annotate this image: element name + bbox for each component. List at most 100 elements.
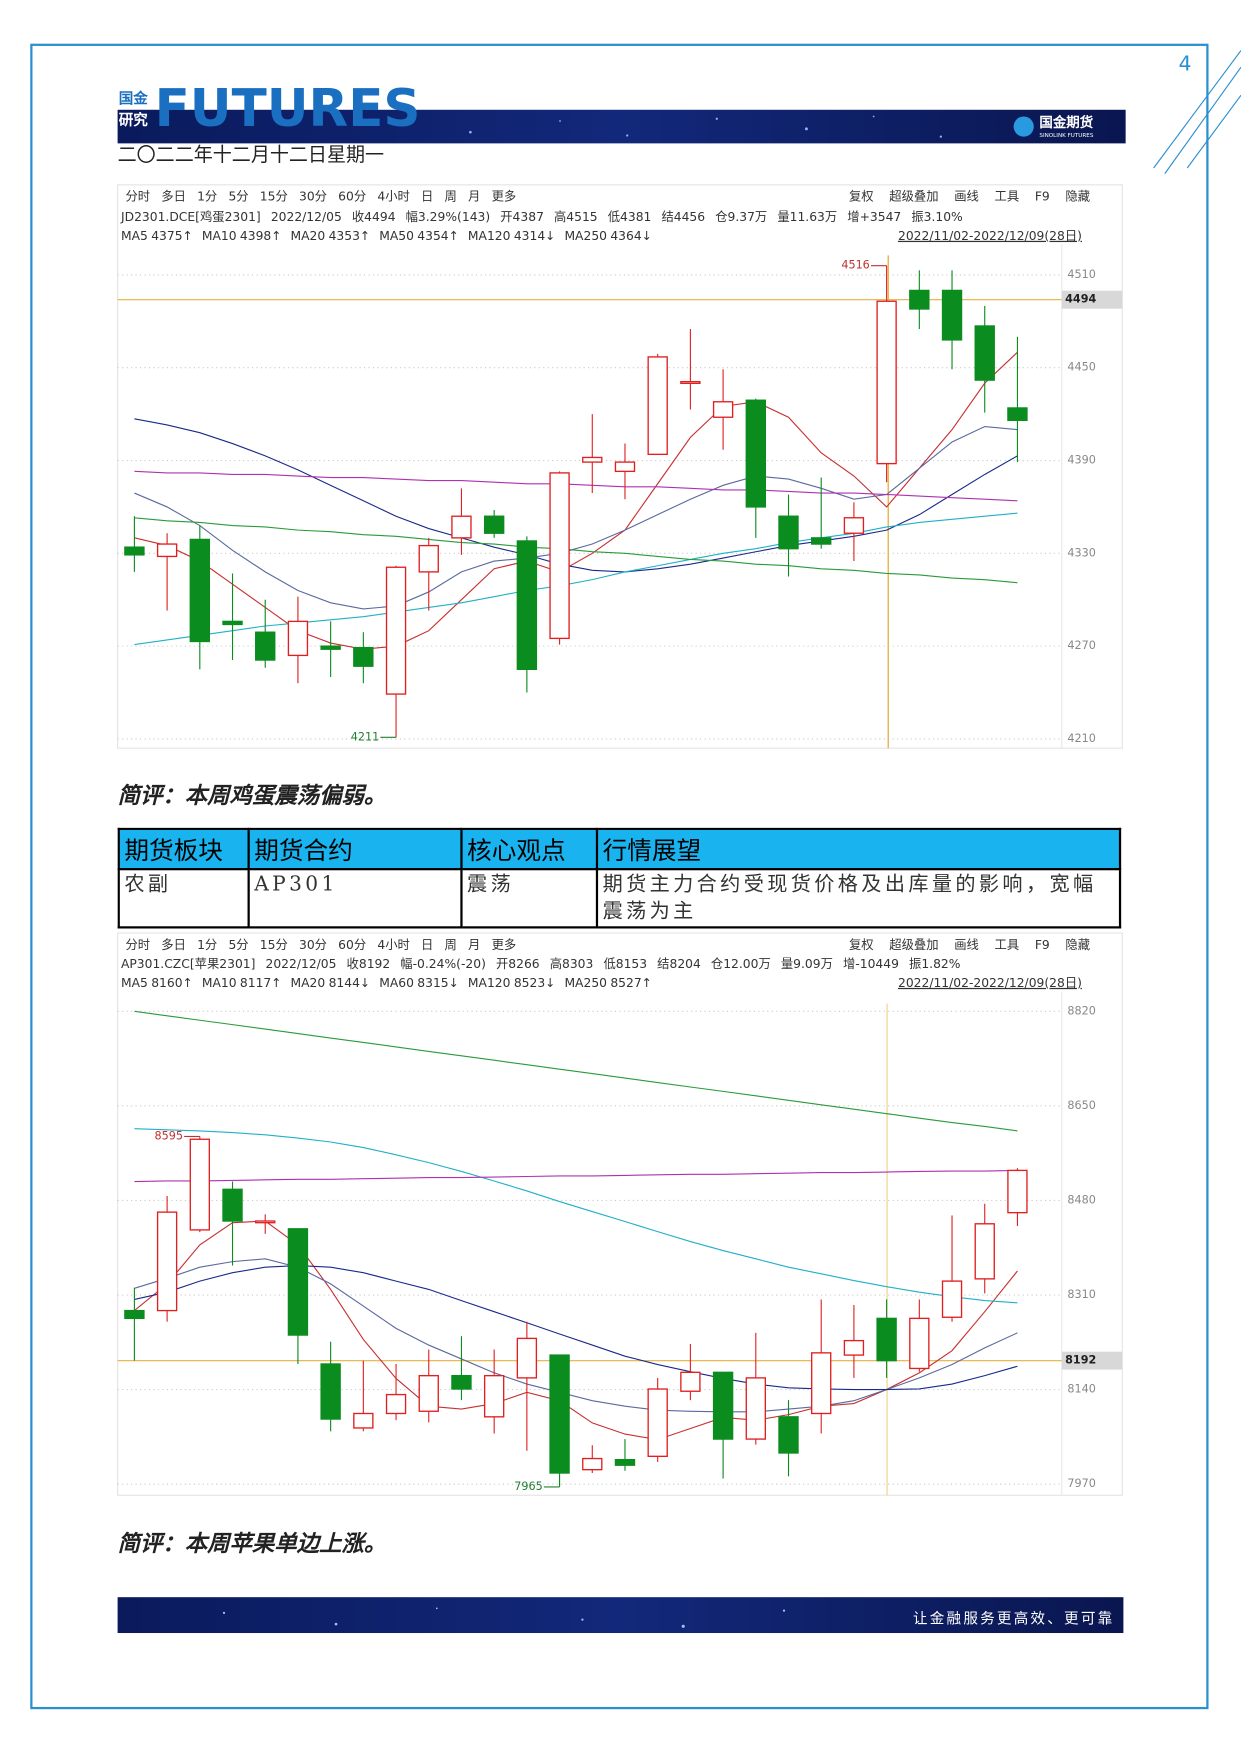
candle-body	[647, 1388, 668, 1457]
candle-body	[974, 1223, 995, 1280]
toolbar-item: 60分	[338, 190, 366, 204]
table-header: 期货板块 期货合约 核心观点 行情展望	[117, 827, 1122, 871]
quote-info: 幅-0.24%(-20)	[400, 956, 486, 971]
candle-body	[582, 1457, 603, 1471]
quote-info: JD2301.DCE[鸡蛋2301]	[120, 209, 261, 224]
date-range: 2022/11/02-2022/12/09(28日)	[898, 976, 1082, 990]
candle-body	[909, 289, 930, 310]
band-dots	[222, 1607, 786, 1628]
legend-name: MA250	[564, 976, 607, 990]
table-cell: AP301	[247, 868, 463, 929]
toolbar-item: 隐藏	[1065, 190, 1090, 204]
header-band	[117, 109, 1126, 144]
quote-info: 低4381	[608, 210, 652, 224]
candle-body	[680, 1371, 701, 1392]
candle-body	[483, 1374, 505, 1418]
candle-body	[124, 1309, 145, 1320]
y-tick-label: 4270	[1067, 639, 1095, 652]
legend-value: 8523↓	[514, 976, 556, 990]
toolbar-item: 画线	[954, 938, 979, 952]
candle-body	[582, 456, 603, 463]
y-tick-label: 4390	[1067, 454, 1095, 467]
chart-panel	[117, 932, 1123, 1496]
legend-value: 4354↑	[417, 229, 459, 243]
quote-info: 收8192	[347, 957, 391, 971]
candle-body	[778, 1416, 799, 1454]
candle-body	[385, 566, 407, 695]
candle-body	[680, 380, 701, 385]
ma-line	[134, 1258, 1018, 1413]
toolbar-item: 4小时	[377, 190, 409, 204]
table-header-cell: 核心观点	[460, 827, 599, 871]
toolbar-item: 更多	[492, 190, 517, 204]
quote-info: 幅3.29%(143)	[406, 209, 491, 224]
candle-body	[843, 517, 865, 534]
candle-body	[712, 401, 734, 418]
quote-info: 仓9.37万	[715, 210, 767, 224]
ma-line	[134, 517, 1018, 584]
toolbar-item: 4小时	[377, 938, 409, 952]
quote-info: AP301.CZC[苹果2301]	[121, 957, 255, 971]
toolbar-item: 分时	[125, 938, 150, 952]
brand-title: FUTURES	[155, 79, 421, 139]
quote-info: 收4494	[352, 210, 396, 224]
candle-body	[124, 546, 145, 556]
legend-value: 4364↓	[610, 229, 652, 243]
ma-line	[134, 470, 1018, 502]
quote-info: 结4456	[661, 210, 705, 224]
candle-body	[909, 1317, 930, 1370]
quote-info: 增+3547	[847, 209, 901, 224]
candle-body	[614, 461, 636, 473]
toolbar-item: 30分	[299, 938, 327, 952]
deco-line	[1164, 66, 1241, 174]
date-range: 2022/11/02-2022/12/09(28日)	[898, 229, 1082, 243]
ma-line	[134, 418, 1018, 573]
quote-info: 高8303	[550, 956, 594, 971]
legend-name: MA50	[379, 229, 414, 243]
toolbar-item: 复权	[849, 190, 874, 204]
quote-info: 2022/12/05	[271, 210, 342, 224]
deco-line	[1186, 94, 1241, 169]
candle-body	[811, 537, 832, 545]
toolbar-item: F9	[1035, 190, 1050, 204]
ma-line	[134, 512, 1018, 646]
candle-body	[353, 1412, 374, 1429]
candle-body	[320, 645, 341, 650]
candle-body	[843, 1339, 865, 1356]
y-tick-label: 7970	[1067, 1477, 1095, 1490]
table-row: 农副 AP301 震荡 期货主力合约受现货价格及出库量的影响，宽幅震荡为主	[117, 868, 1122, 929]
candle-body	[712, 1371, 734, 1440]
table-cell: 期货主力合约受现货价格及出库量的影响，宽幅震荡为主	[595, 868, 1122, 929]
candle-body	[156, 543, 178, 558]
legend-name: MA250	[564, 229, 607, 243]
legend-value: 8117↑	[240, 976, 282, 990]
legend-name: MA120	[468, 976, 511, 990]
toolbar-item: 周	[445, 190, 457, 204]
y-tick-label: 4210	[1067, 732, 1095, 745]
toolbar-item: 周	[445, 938, 457, 952]
comment: 简评：本周鸡蛋震荡偏弱。	[118, 783, 387, 809]
table: 期货板块 期货合约 核心观点 行情展望 农副 AP301 震荡 期货主力合约受现…	[117, 827, 1122, 929]
toolbar-item: 15分	[260, 938, 288, 952]
candle-body	[156, 1211, 178, 1312]
candle-body	[222, 620, 243, 626]
candle-body	[287, 620, 309, 657]
last-price-label: 8192	[1065, 1354, 1096, 1367]
toolbar-item: 画线	[954, 190, 979, 204]
toolbar-item: 隐藏	[1065, 938, 1090, 952]
candle-body	[647, 356, 668, 456]
toolbar-item: F9	[1035, 938, 1050, 952]
legend-name: MA20	[291, 976, 326, 990]
candle-body	[255, 1220, 276, 1224]
candle-body	[222, 1188, 243, 1222]
quote-info: 低8153	[603, 957, 647, 971]
legend-value: 8527↑	[610, 976, 652, 990]
candle-body	[189, 538, 211, 643]
comment: 简评：本周苹果单边上涨。	[118, 1531, 387, 1557]
quote-info: 开8266	[496, 957, 540, 971]
candle-body	[516, 540, 538, 670]
quote-info: 振3.10%	[911, 210, 963, 224]
quote-info: 开4387	[500, 210, 544, 224]
quote-info: 仓12.00万	[711, 957, 771, 971]
